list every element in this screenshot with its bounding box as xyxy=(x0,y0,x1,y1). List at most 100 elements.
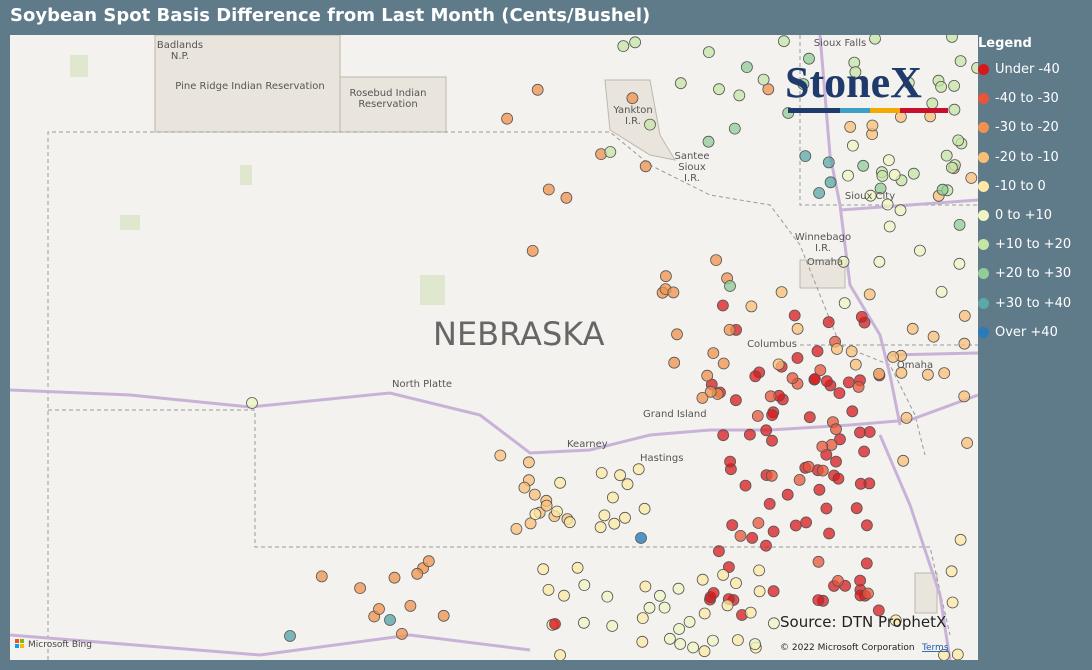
location-dot[interactable] xyxy=(958,337,971,350)
location-dot[interactable] xyxy=(948,80,960,92)
location-dot[interactable] xyxy=(284,630,296,642)
location-dot[interactable] xyxy=(940,149,953,162)
location-dot[interactable] xyxy=(674,77,687,90)
location-dot[interactable] xyxy=(766,409,778,422)
legend-item[interactable]: -10 to 0 xyxy=(978,172,1092,201)
location-dot[interactable] xyxy=(404,600,417,612)
location-dot[interactable] xyxy=(816,464,829,477)
location-dot[interactable] xyxy=(549,618,561,630)
location-dot[interactable] xyxy=(767,525,780,538)
location-dot[interactable] xyxy=(946,35,958,43)
location-dot[interactable] xyxy=(733,89,746,102)
location-dot[interactable] xyxy=(791,352,804,364)
location-dot[interactable] xyxy=(954,55,967,68)
location-dot[interactable] xyxy=(721,599,734,612)
location-dot[interactable] xyxy=(906,322,919,335)
location-dot[interactable] xyxy=(938,649,950,661)
location-dot[interactable] xyxy=(608,517,621,530)
location-dot[interactable] xyxy=(604,146,617,158)
location-dot[interactable] xyxy=(501,112,514,125)
location-dot[interactable] xyxy=(852,380,865,393)
location-dot[interactable] xyxy=(542,183,555,196)
location-dot[interactable] xyxy=(607,491,619,504)
location-dot[interactable] xyxy=(842,376,855,389)
location-dot[interactable] xyxy=(863,288,876,301)
location-dot[interactable] xyxy=(822,316,835,329)
location-dot[interactable] xyxy=(822,156,835,169)
location-dot[interactable] xyxy=(864,189,877,202)
location-dot[interactable] xyxy=(510,522,523,535)
location-dot[interactable] xyxy=(855,310,868,323)
location-dot[interactable] xyxy=(820,502,833,515)
location-dot[interactable] xyxy=(873,255,886,268)
location-dot[interactable] xyxy=(671,328,683,341)
location-dot[interactable] xyxy=(757,73,770,86)
location-dot[interactable] xyxy=(862,587,874,600)
location-dot[interactable] xyxy=(812,594,825,606)
location-dot[interactable] xyxy=(687,641,699,654)
location-dot[interactable] xyxy=(883,154,895,166)
location-dot[interactable] xyxy=(926,97,939,110)
legend-item[interactable]: +20 to +30 xyxy=(978,259,1092,288)
location-dot[interactable] xyxy=(788,309,801,322)
location-dot[interactable] xyxy=(789,519,802,532)
location-dot[interactable] xyxy=(938,367,951,380)
location-dot[interactable] xyxy=(768,617,780,630)
location-dot[interactable] xyxy=(834,433,846,446)
location-dot[interactable] xyxy=(854,477,867,490)
location-dot[interactable] xyxy=(654,589,666,602)
location-dot[interactable] xyxy=(952,134,965,147)
location-dot[interactable] xyxy=(571,561,584,574)
location-dot[interactable] xyxy=(946,596,959,609)
location-dot[interactable] xyxy=(936,183,949,196)
location-dot[interactable] xyxy=(717,429,730,442)
location-dot[interactable] xyxy=(837,255,850,268)
location-dot[interactable] xyxy=(907,167,920,180)
location-dot[interactable] xyxy=(922,368,934,381)
location-dot[interactable] xyxy=(948,103,961,116)
location-dot[interactable] xyxy=(854,574,866,587)
location-dot[interactable] xyxy=(636,635,649,648)
location-dot[interactable] xyxy=(528,488,541,501)
location-dot[interactable] xyxy=(766,434,778,447)
location-dot[interactable] xyxy=(760,424,773,437)
location-dot[interactable] xyxy=(895,111,907,123)
location-dot[interactable] xyxy=(626,92,639,105)
location-dot[interactable] xyxy=(667,286,680,299)
location-dot[interactable] xyxy=(537,563,550,576)
location-dot[interactable] xyxy=(887,351,899,363)
location-dot[interactable] xyxy=(315,570,328,583)
location-dot[interactable] xyxy=(850,502,863,515)
location-dot[interactable] xyxy=(598,509,611,522)
location-dot[interactable] xyxy=(793,473,806,486)
location-dot[interactable] xyxy=(246,397,258,409)
location-dot[interactable] xyxy=(726,519,739,532)
location-dot[interactable] xyxy=(639,160,652,173)
location-dot[interactable] xyxy=(781,488,794,501)
location-dot[interactable] xyxy=(778,35,790,48)
location-dot[interactable] xyxy=(638,502,651,515)
location-dot[interactable] xyxy=(707,347,720,360)
location-dot[interactable] xyxy=(762,83,775,96)
location-dot[interactable] xyxy=(809,373,821,385)
location-dot[interactable] xyxy=(799,150,812,162)
location-dot[interactable] xyxy=(873,367,885,380)
location-dot[interactable] xyxy=(849,358,862,371)
location-dot[interactable] xyxy=(958,309,971,322)
location-dot[interactable] xyxy=(816,440,829,453)
location-dot[interactable] xyxy=(935,81,947,93)
location-dot[interactable] xyxy=(696,391,709,404)
location-dot[interactable] xyxy=(710,254,722,267)
location-dot[interactable] xyxy=(746,531,759,544)
location-dot[interactable] xyxy=(813,187,825,199)
location-dot[interactable] xyxy=(660,270,672,283)
location-dot[interactable] xyxy=(900,411,913,424)
location-dot[interactable] xyxy=(540,499,553,512)
location-dot[interactable] xyxy=(644,118,656,131)
location-dot[interactable] xyxy=(701,369,714,382)
location-dot[interactable] xyxy=(869,35,881,45)
location-dot[interactable] xyxy=(531,83,544,96)
location-dot[interactable] xyxy=(803,52,815,65)
location-dot[interactable] xyxy=(658,601,671,614)
location-dot[interactable] xyxy=(832,472,845,485)
